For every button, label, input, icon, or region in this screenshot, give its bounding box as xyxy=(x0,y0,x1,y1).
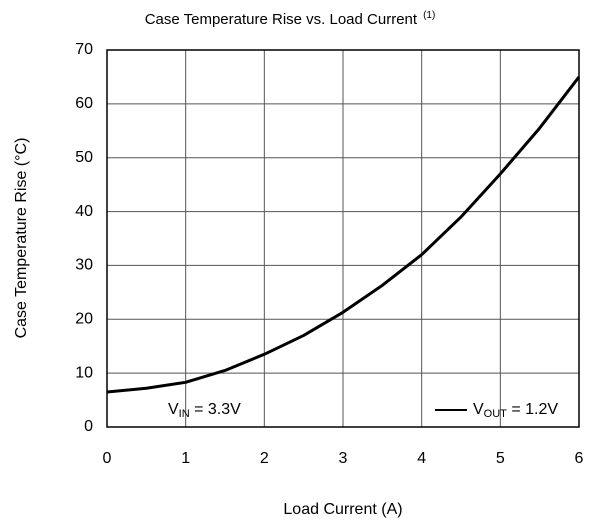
legend-entry: VOUT = 1.2V xyxy=(435,401,558,420)
plot-frame xyxy=(106,49,580,428)
y-tick-label: 60 xyxy=(75,95,93,112)
annotation-symbol: V xyxy=(168,401,179,418)
annotation-subscript: IN xyxy=(179,408,190,420)
chart-title: Case Temperature Rise vs. Load Current xyxy=(145,11,418,28)
y-axis-label: Case Temperature Rise (°C) xyxy=(13,138,30,339)
legend-text: = 1.2V xyxy=(507,401,558,418)
x-tick-label: 3 xyxy=(339,450,348,467)
y-tick-label: 70 xyxy=(75,41,93,58)
series-line xyxy=(106,76,581,394)
legend-label: VOUT = 1.2V xyxy=(473,401,558,420)
y-tick-label: 10 xyxy=(75,364,93,381)
y-tick-label: 20 xyxy=(75,311,93,328)
y-tick-label: 50 xyxy=(75,149,93,166)
title-footnote: (1) xyxy=(423,10,435,21)
legend-symbol: V xyxy=(473,401,484,418)
y-tick-label: 40 xyxy=(75,203,93,220)
x-tick-label: 2 xyxy=(260,450,269,467)
x-tick-label: 1 xyxy=(181,450,190,467)
x-tick-label: 0 xyxy=(103,450,112,467)
chart-title-group: Case Temperature Rise vs. Load Current (1… xyxy=(145,10,436,28)
annotation: VIN = 3.3V xyxy=(168,401,241,420)
x-tick-label: 6 xyxy=(575,450,584,467)
x-tick-label: 4 xyxy=(417,450,426,467)
x-tick-label: 5 xyxy=(496,450,505,467)
annotation-text: = 3.3V xyxy=(190,401,241,418)
x-axis-label: Load Current (A) xyxy=(283,501,402,518)
y-tick-label: 0 xyxy=(84,418,93,435)
legend-subscript: OUT xyxy=(484,408,508,420)
y-tick-label: 30 xyxy=(75,257,93,274)
